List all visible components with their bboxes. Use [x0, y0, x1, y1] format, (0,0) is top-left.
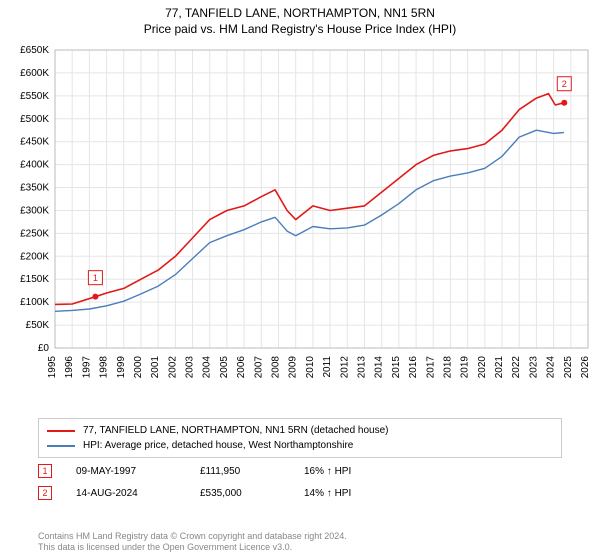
svg-text:2021: 2021 [494, 356, 505, 379]
footer: Contains HM Land Registry data © Crown c… [38, 531, 347, 554]
svg-text:£400K: £400K [20, 160, 49, 171]
svg-text:£100K: £100K [20, 297, 49, 308]
transaction-date: 09-MAY-1997 [76, 466, 176, 477]
svg-text:2016: 2016 [408, 356, 419, 379]
svg-text:2013: 2013 [356, 356, 367, 379]
footer-copyright: Contains HM Land Registry data © Crown c… [38, 531, 347, 543]
svg-text:£500K: £500K [20, 114, 49, 125]
svg-text:2000: 2000 [133, 356, 144, 379]
svg-text:2005: 2005 [219, 356, 230, 379]
svg-text:2010: 2010 [305, 356, 316, 379]
transactions: 1 09-MAY-1997 £111,950 16% ↑ HPI 2 14-AU… [38, 460, 562, 504]
legend-label: 77, TANFIELD LANE, NORTHAMPTON, NN1 5RN … [83, 423, 388, 438]
chart-subtitle: Price paid vs. HM Land Registry's House … [0, 22, 600, 38]
transaction-delta: 16% ↑ HPI [304, 466, 351, 477]
svg-text:2019: 2019 [460, 356, 471, 379]
svg-text:2011: 2011 [322, 356, 333, 378]
svg-text:£200K: £200K [20, 251, 49, 262]
chart-title: 77, TANFIELD LANE, NORTHAMPTON, NN1 5RN [0, 6, 600, 22]
legend-label: HPI: Average price, detached house, West… [83, 438, 353, 453]
svg-text:2022: 2022 [511, 356, 522, 379]
svg-text:1998: 1998 [99, 356, 110, 379]
svg-text:2020: 2020 [477, 356, 488, 379]
svg-text:1996: 1996 [64, 356, 75, 379]
svg-text:2003: 2003 [185, 356, 196, 379]
svg-text:2002: 2002 [167, 356, 178, 379]
chart-area: £0 £50K £100K £150K £200K £250K £300K £350K £400… [0, 42, 600, 412]
svg-text:£50K: £50K [26, 320, 50, 331]
svg-text:2018: 2018 [442, 356, 453, 379]
svg-text:2017: 2017 [425, 356, 436, 379]
svg-text:2008: 2008 [271, 356, 282, 379]
marker-badge: 1 [38, 464, 52, 478]
svg-text:£450K: £450K [20, 137, 49, 148]
transaction-row: 2 14-AUG-2024 £535,000 14% ↑ HPI [38, 482, 562, 504]
svg-text:£250K: £250K [20, 228, 49, 239]
svg-text:2009: 2009 [288, 356, 299, 379]
svg-text:2025: 2025 [563, 356, 574, 379]
svg-text:1995: 1995 [47, 356, 58, 379]
chart-container: 77, TANFIELD LANE, NORTHAMPTON, NN1 5RN … [0, 0, 600, 560]
legend-item: 77, TANFIELD LANE, NORTHAMPTON, NN1 5RN … [47, 423, 553, 438]
legend: 77, TANFIELD LANE, NORTHAMPTON, NN1 5RN … [38, 418, 562, 458]
transaction-price: £535,000 [200, 488, 280, 499]
svg-text:1: 1 [93, 273, 98, 283]
svg-text:£300K: £300K [20, 205, 49, 216]
svg-text:£600K: £600K [20, 68, 49, 79]
svg-text:1999: 1999 [116, 356, 127, 379]
legend-item: HPI: Average price, detached house, West… [47, 438, 553, 453]
marker-badge: 2 [38, 486, 52, 500]
svg-text:£650K: £650K [20, 45, 49, 56]
transaction-delta: 14% ↑ HPI [304, 488, 351, 499]
svg-text:£350K: £350K [20, 183, 49, 194]
svg-text:1997: 1997 [81, 356, 92, 379]
legend-swatch [47, 430, 75, 432]
svg-text:2006: 2006 [236, 356, 247, 379]
svg-text:2: 2 [562, 79, 567, 89]
svg-text:2001: 2001 [150, 356, 161, 379]
footer-licence: This data is licensed under the Open Gov… [38, 542, 347, 554]
legend-swatch [47, 445, 75, 447]
svg-text:2026: 2026 [580, 356, 591, 379]
line-chart: £0 £50K £100K £150K £200K £250K £300K £350K £400… [0, 42, 600, 412]
header: 77, TANFIELD LANE, NORTHAMPTON, NN1 5RN … [0, 0, 600, 37]
svg-text:2023: 2023 [528, 356, 539, 379]
svg-text:2024: 2024 [546, 356, 557, 379]
svg-text:2007: 2007 [253, 356, 264, 379]
svg-text:2014: 2014 [374, 356, 385, 379]
svg-text:2004: 2004 [202, 356, 213, 379]
transaction-row: 1 09-MAY-1997 £111,950 16% ↑ HPI [38, 460, 562, 482]
transaction-date: 14-AUG-2024 [76, 488, 176, 499]
svg-text:£150K: £150K [20, 274, 49, 285]
transaction-price: £111,950 [200, 466, 280, 477]
svg-text:2015: 2015 [391, 356, 402, 379]
svg-text:£0: £0 [38, 343, 50, 354]
svg-text:£550K: £550K [20, 91, 49, 102]
svg-text:2012: 2012 [339, 356, 350, 379]
